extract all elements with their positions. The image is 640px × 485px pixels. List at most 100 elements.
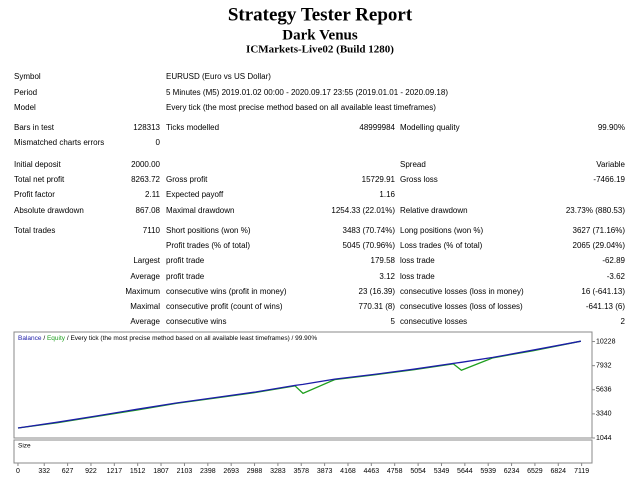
stat-label: consecutive losses bbox=[400, 317, 467, 326]
stat-label: consecutive wins bbox=[166, 317, 226, 326]
legend-entry: Balance bbox=[18, 335, 42, 342]
legend: Balance / Equity / Every tick (the most … bbox=[18, 335, 317, 342]
stat-label: Gross loss bbox=[400, 175, 438, 184]
x-tick-label: 5054 bbox=[410, 468, 426, 475]
stat-label: loss trade bbox=[400, 272, 435, 281]
x-tick-label: 4463 bbox=[364, 468, 380, 475]
stat-value: 2.11 bbox=[145, 190, 161, 199]
info-value: Every tick (the most precise method base… bbox=[166, 103, 436, 112]
stat-label: Profit trades (% of total) bbox=[166, 241, 250, 250]
x-tick-label: 3283 bbox=[270, 468, 286, 475]
stat-value: 23 (16.39) bbox=[359, 287, 396, 296]
stat-label: Short positions (won %) bbox=[166, 226, 251, 235]
report-title: Strategy Tester Report bbox=[228, 4, 413, 25]
stat-label: loss trade bbox=[400, 256, 435, 265]
stat-label: Loss trades (% of total) bbox=[400, 241, 483, 250]
stat-value: 1.16 bbox=[379, 190, 395, 199]
stat-value: -7466.19 bbox=[593, 175, 625, 184]
legend-note: / Every tick (the most precise method ba… bbox=[67, 335, 318, 342]
x-tick-label: 6824 bbox=[550, 468, 566, 475]
stat-value: 99.90% bbox=[598, 123, 625, 132]
stat-label: Mismatched charts errors bbox=[14, 138, 104, 147]
x-tick-label: 3873 bbox=[317, 468, 333, 475]
stat-label: Long positions (won %) bbox=[400, 226, 483, 235]
stat-label: Bars in test bbox=[14, 123, 55, 132]
legend-separator: / bbox=[43, 335, 45, 342]
stat-value: Variable bbox=[596, 160, 625, 169]
x-tick-label: 6234 bbox=[504, 468, 520, 475]
y-tick-label: 5636 bbox=[596, 387, 612, 394]
stat-label: consecutive wins (profit in money) bbox=[166, 287, 287, 296]
stat-label: Profit factor bbox=[14, 190, 55, 199]
legend-entry: Equity bbox=[47, 335, 66, 342]
stat-value: 7110 bbox=[143, 226, 161, 235]
stat-value: 8263.72 bbox=[131, 175, 160, 184]
size-label: Size bbox=[18, 443, 31, 450]
stat-label: Ticks modelled bbox=[166, 123, 219, 132]
size-frame bbox=[13, 439, 593, 464]
info-value: EURUSD (Euro vs US Dollar) bbox=[166, 72, 271, 81]
y-tick-label: 7932 bbox=[596, 362, 612, 369]
info-label: Period bbox=[14, 88, 37, 97]
stat-label: Relative drawdown bbox=[400, 206, 468, 215]
stat-value: 128313 bbox=[133, 123, 160, 132]
stat-label: Maximal bbox=[130, 302, 160, 311]
stat-value: -3.62 bbox=[607, 272, 626, 281]
report-subtitle: Dark Venus bbox=[282, 27, 358, 43]
x-tick-label: 332 bbox=[38, 468, 50, 475]
stat-value: 5 bbox=[391, 317, 396, 326]
stat-value: 867.08 bbox=[136, 206, 161, 215]
stat-value: 48999984 bbox=[359, 123, 395, 132]
y-tick-label: 1044 bbox=[596, 435, 612, 442]
stat-label: profit trade bbox=[166, 272, 205, 281]
stat-value: -641.13 (6) bbox=[586, 302, 625, 311]
stat-label: Total net profit bbox=[14, 175, 65, 184]
stat-value: 16 (-641.13) bbox=[581, 287, 625, 296]
series-line bbox=[17, 340, 582, 429]
stat-label: Average bbox=[130, 317, 160, 326]
stat-value: 2 bbox=[621, 317, 626, 326]
stat-value: 2000.00 bbox=[131, 160, 160, 169]
stat-label: profit trade bbox=[166, 256, 205, 265]
stat-label: Largest bbox=[133, 256, 160, 265]
stat-label: Modelling quality bbox=[400, 123, 460, 132]
info-value: 5 Minutes (M5) 2019.01.02 00:00 - 2020.0… bbox=[166, 88, 448, 97]
x-tick-label: 2988 bbox=[247, 468, 263, 475]
x-tick-label: 3578 bbox=[293, 468, 309, 475]
server: ICMarkets-Live02 (Build 1280) bbox=[246, 44, 394, 56]
stat-label: Average bbox=[130, 272, 160, 281]
stat-label: consecutive losses (loss in money) bbox=[400, 287, 524, 296]
x-tick-label: 4168 bbox=[340, 468, 356, 475]
stat-value: 5045 (70.96%) bbox=[343, 241, 396, 250]
y-tick-label: 10228 bbox=[596, 338, 616, 345]
stat-label: consecutive losses (loss of losses) bbox=[400, 302, 523, 311]
stat-value: 15729.91 bbox=[362, 175, 396, 184]
stat-value: 179.58 bbox=[371, 256, 396, 265]
x-tick-label: 1512 bbox=[130, 468, 146, 475]
x-tick-label: 1217 bbox=[107, 468, 123, 475]
stat-value: 2065 (29.04%) bbox=[573, 241, 626, 250]
stat-value: 1254.33 (22.01%) bbox=[331, 206, 395, 215]
x-tick-label: 627 bbox=[62, 468, 74, 475]
stat-value: 770.31 (8) bbox=[359, 302, 396, 311]
y-tick-label: 3340 bbox=[596, 411, 612, 418]
stat-label: Total trades bbox=[14, 226, 55, 235]
stat-value: -62.89 bbox=[602, 256, 625, 265]
stat-label: Initial deposit bbox=[14, 160, 61, 169]
x-tick-label: 7119 bbox=[574, 468, 589, 475]
stat-value: 23.73% (880.53) bbox=[566, 206, 625, 215]
x-tick-label: 1807 bbox=[153, 468, 169, 475]
x-tick-label: 5644 bbox=[457, 468, 473, 475]
x-tick-label: 6529 bbox=[527, 468, 543, 475]
x-tick-label: 2103 bbox=[177, 468, 193, 475]
stat-label: consecutive profit (count of wins) bbox=[166, 302, 283, 311]
stat-label: Maximum bbox=[125, 287, 160, 296]
stat-label: Expected payoff bbox=[166, 190, 224, 199]
series-line bbox=[17, 340, 582, 429]
stat-label: Gross profit bbox=[166, 175, 208, 184]
stat-label: Spread bbox=[400, 160, 426, 169]
x-tick-label: 5349 bbox=[434, 468, 450, 475]
x-tick-label: 2398 bbox=[200, 468, 216, 475]
stat-value: 0 bbox=[156, 138, 161, 147]
